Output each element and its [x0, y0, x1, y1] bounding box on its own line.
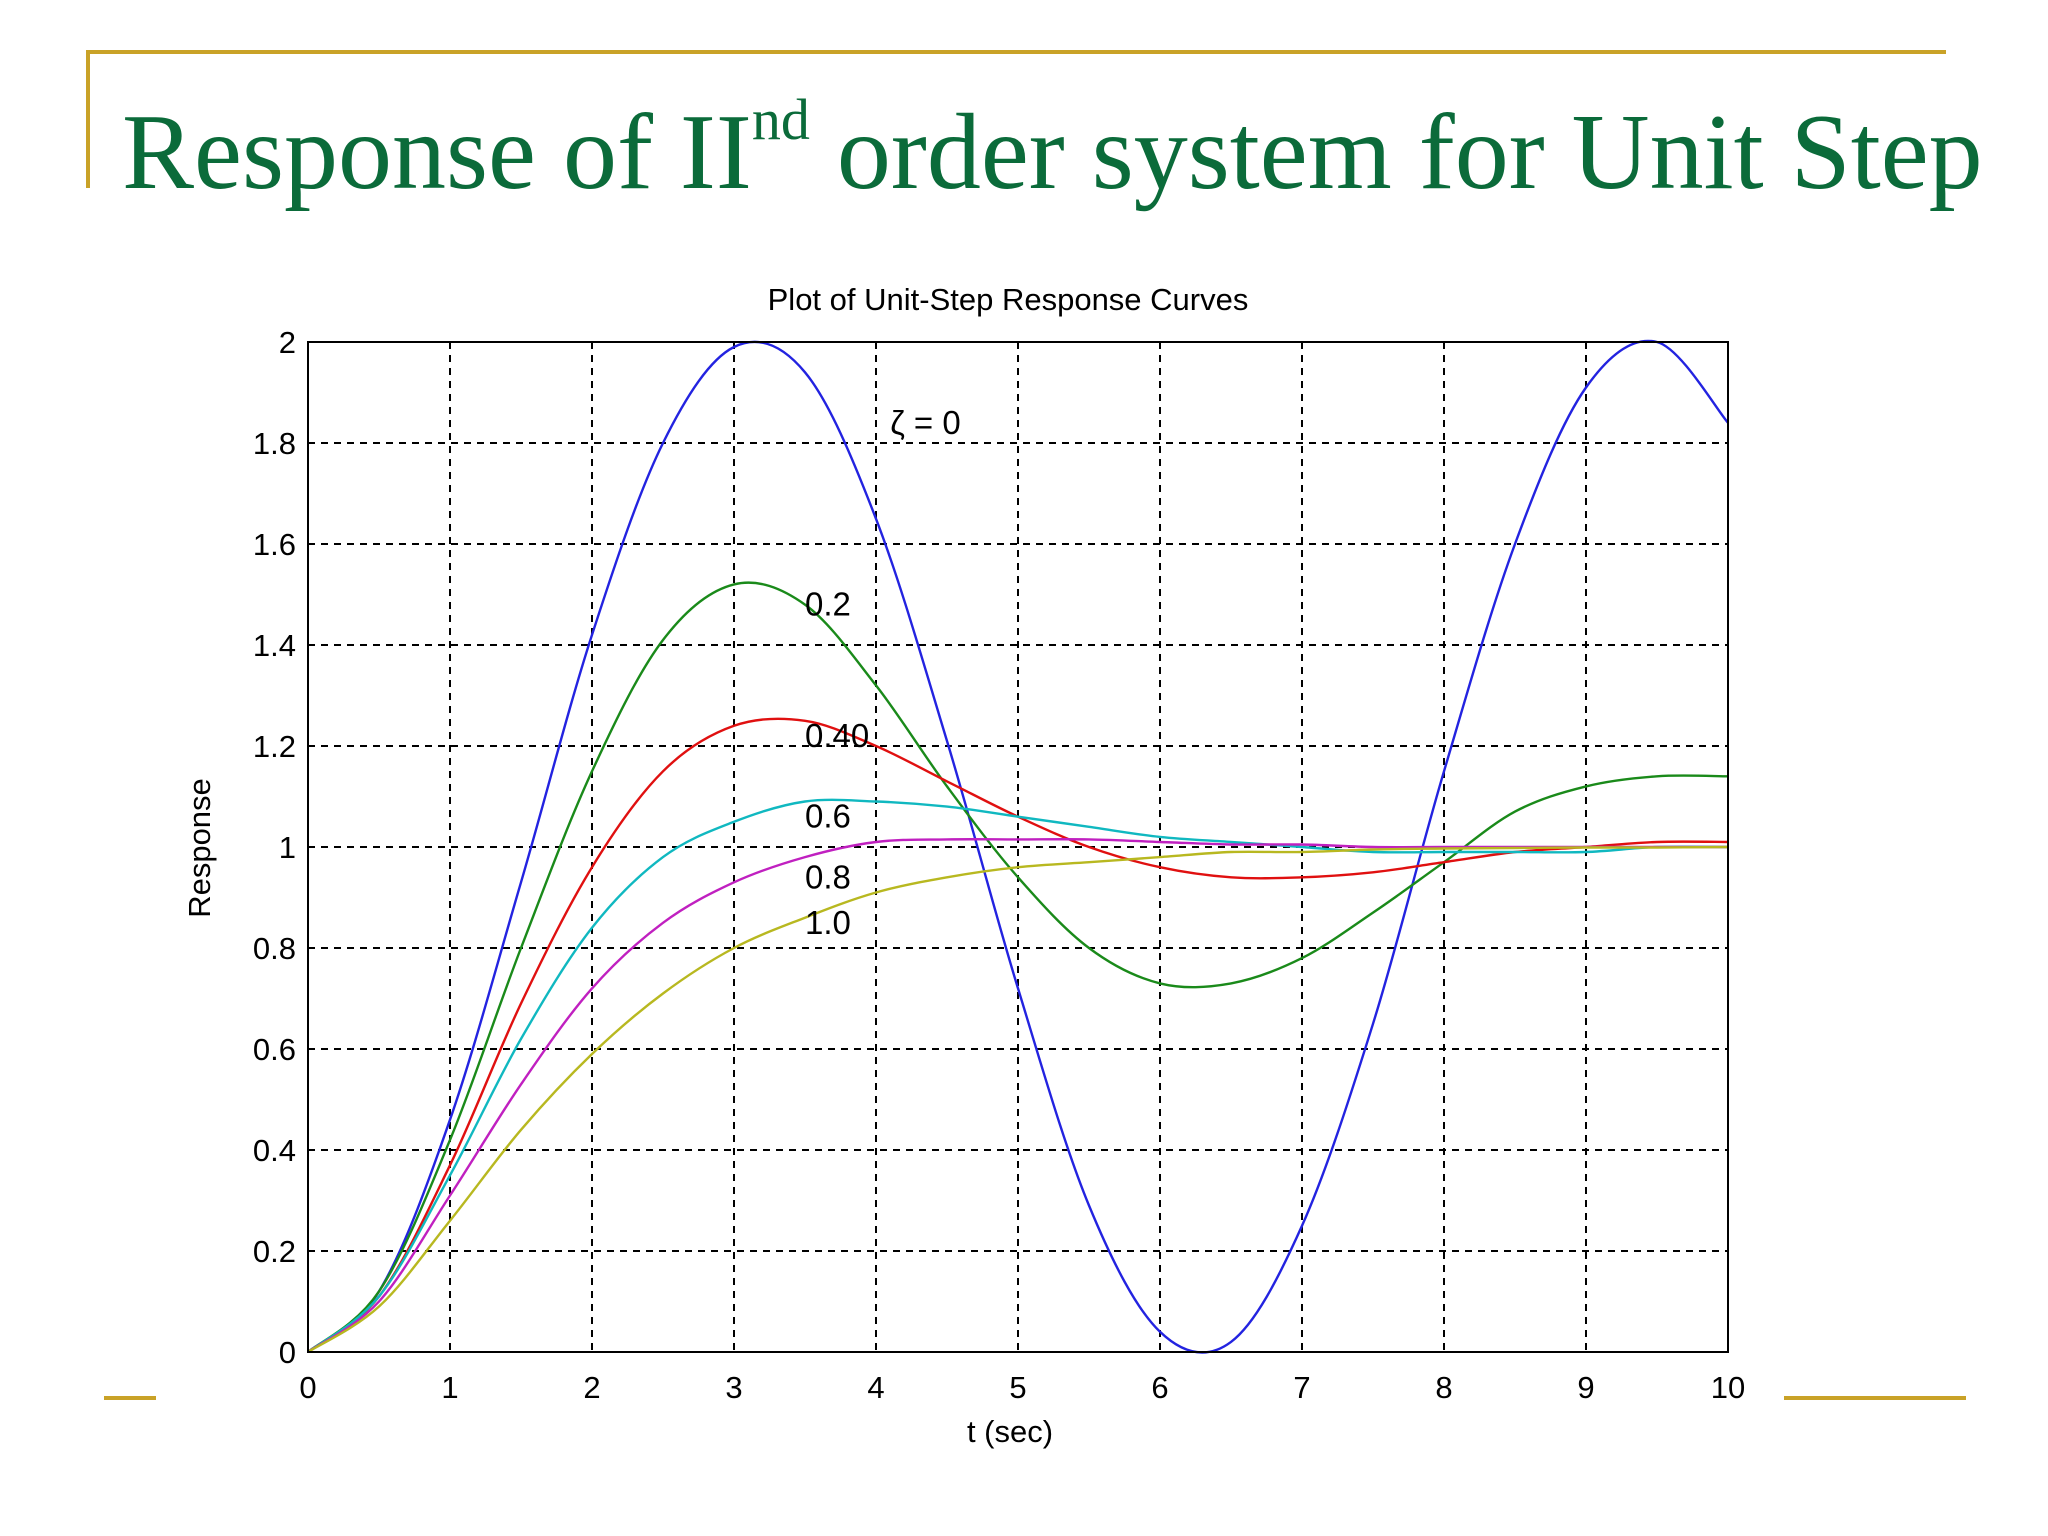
x-tick-label: 0 — [299, 1370, 316, 1405]
curve-annotation: 0.6 — [805, 798, 851, 835]
chart-title: Plot of Unit-Step Response Curves — [768, 282, 1249, 317]
x-tick-label: 3 — [725, 1370, 742, 1405]
left-accent-rule — [86, 50, 90, 188]
x-tick-label: 6 — [1151, 1370, 1168, 1405]
plot-frame — [307, 341, 1729, 1353]
x-axis-label: t (sec) — [967, 1414, 1053, 1449]
slide-title-prefix: Response of II — [122, 93, 752, 212]
y-tick-label: 2 — [279, 325, 296, 360]
series-line — [307, 717, 1729, 1353]
top-accent-rule — [86, 50, 1946, 54]
y-tick-label: 0.4 — [253, 1133, 296, 1168]
y-tick-label: 1.4 — [253, 628, 296, 663]
x-tick-label: 10 — [1711, 1370, 1745, 1405]
y-tick-label: 0.6 — [253, 1032, 296, 1067]
x-tick-label: 9 — [1577, 1370, 1594, 1405]
series-line — [307, 339, 1729, 1354]
x-tick-label: 7 — [1293, 1370, 1310, 1405]
series-line — [307, 845, 1729, 1354]
slide-title-suffix: order system for Unit Step — [809, 93, 1983, 212]
y-tick-label: 1.2 — [253, 729, 296, 764]
tick-labels: 0 1 2 3 4 5 6 7 8 9 10 0 0.2 0.4 0.6 0.8 1 1.2 1.4 1.6 1.8 2 — [253, 325, 1745, 1405]
x-tick-label: 5 — [1009, 1370, 1026, 1405]
series-line — [307, 798, 1729, 1353]
curve-annotations: ζ = 0 0.2 0.40 0.6 0.8 1.0 — [805, 404, 961, 941]
y-tick-label: 0.8 — [253, 931, 296, 966]
curve-annotation: 0.40 — [805, 717, 869, 754]
slide-title-superscript: nd — [751, 87, 810, 152]
slide-title: Response of IInd order system for Unit S… — [122, 87, 1983, 218]
curve-annotation: 1.0 — [805, 904, 851, 941]
y-tick-label: 1 — [279, 830, 296, 865]
x-tick-label: 1 — [441, 1370, 458, 1405]
x-tick-label: 4 — [867, 1370, 884, 1405]
bottom-left-accent-rule — [104, 1396, 156, 1400]
y-tick-label: 1.6 — [253, 527, 296, 562]
y-axis-label: Response — [182, 778, 217, 918]
curve-annotation: ζ = 0 — [890, 404, 961, 441]
x-tick-label: 2 — [583, 1370, 600, 1405]
bottom-right-accent-rule — [1784, 1396, 1966, 1400]
y-tick-label: 1.8 — [253, 426, 296, 461]
y-tick-label: 0.2 — [253, 1234, 296, 1269]
curve-annotation: 0.8 — [805, 858, 851, 895]
y-tick-label: 0 — [279, 1335, 296, 1370]
x-tick-label: 8 — [1435, 1370, 1452, 1405]
curve-annotation: 0.2 — [805, 586, 851, 623]
series-lines — [307, 339, 1729, 1354]
series-line — [307, 838, 1728, 1353]
